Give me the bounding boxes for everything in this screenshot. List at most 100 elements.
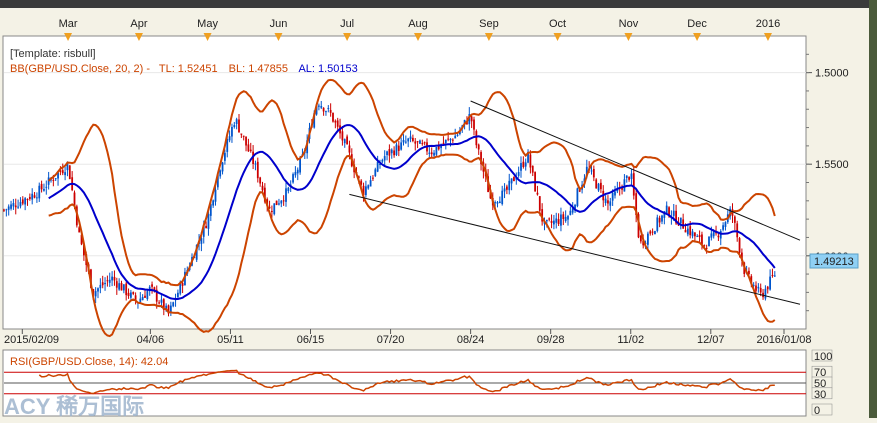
candle-body (146, 291, 149, 300)
candle-body (214, 189, 217, 202)
candle-body (604, 198, 607, 204)
candle-body (705, 247, 708, 249)
candle-body (590, 170, 593, 172)
candle-body (151, 284, 153, 287)
candle-body (33, 195, 36, 198)
candle-body (769, 276, 771, 290)
candle-body (26, 198, 29, 200)
candle-body (325, 111, 327, 113)
candle-body (656, 217, 659, 231)
candle-body (162, 299, 165, 310)
candle-body (97, 288, 99, 292)
candle-body (61, 170, 64, 174)
candle-body (294, 171, 297, 176)
candle-body (292, 174, 294, 183)
candle-body (369, 180, 372, 187)
candle-body (341, 131, 344, 141)
candle-body (54, 178, 57, 180)
candle-body (560, 214, 562, 226)
candle-body (661, 215, 663, 222)
rsi-line (38, 369, 775, 395)
candle-body (510, 178, 513, 184)
candle-body (600, 182, 602, 190)
candle-body (73, 192, 76, 206)
candle-body (386, 151, 388, 156)
bollinger-lower-band (48, 153, 776, 338)
candle-body (668, 207, 670, 217)
candle-body (106, 280, 109, 282)
candle-body (200, 238, 203, 244)
bb-legend: BB(GBP/USD.Close, 20, 2) - TL: 1.52451 B… (10, 63, 358, 75)
candle-body (320, 105, 323, 108)
bollinger-upper-band (47, 78, 776, 287)
candle-body (524, 162, 527, 167)
candle-body (28, 196, 31, 200)
candle-body (473, 119, 475, 130)
candle-body (475, 131, 478, 146)
candle-body (169, 305, 172, 313)
candle-body (595, 179, 598, 189)
candle-body (36, 197, 38, 199)
candle-body (242, 135, 245, 137)
candle-body (513, 177, 515, 182)
date-axis: 2015/02/09 04/06 05/11 06/15 07/20 08/24 09/28… (4, 329, 812, 346)
candle-body (696, 236, 699, 238)
candle-body (254, 163, 257, 165)
candle-body (592, 168, 595, 178)
candle-body (247, 144, 250, 152)
candle-body (569, 210, 572, 215)
last-price-label: 1.49213 (814, 256, 854, 268)
date-label: 12/07 (697, 334, 725, 346)
candle-body (47, 177, 50, 185)
candle-body (402, 139, 405, 143)
candle-body (719, 231, 722, 239)
candle-body (374, 169, 377, 176)
candle-body (609, 201, 612, 206)
bollinger-middle-line (48, 124, 776, 300)
candle-body (555, 218, 558, 223)
date-label: 04/06 (137, 334, 165, 346)
candle-body (329, 109, 332, 113)
candle-body (21, 199, 24, 204)
candle-body (115, 281, 118, 288)
candle-body (755, 285, 757, 291)
trendlines (349, 100, 801, 305)
candle-body (430, 152, 433, 155)
candle-body (388, 149, 391, 156)
last-price-box (809, 253, 859, 269)
candle-body (263, 187, 266, 202)
right-frame (869, 0, 877, 418)
date-label: 11/02 (617, 334, 644, 346)
month-marker (763, 33, 772, 41)
candle-body (144, 295, 146, 298)
candle-body (177, 292, 179, 298)
candle-body (585, 166, 588, 177)
candle-body (259, 177, 262, 184)
date-label: 09/28 (537, 334, 565, 346)
trendline (470, 100, 801, 241)
candle-body (686, 228, 689, 235)
month-marker (693, 33, 702, 41)
candle-body (134, 295, 137, 301)
candle-body (397, 145, 400, 151)
candle-body (299, 158, 301, 173)
rsi-title: RSI(GBP/USD.Close, 14): 42.04 (10, 356, 168, 368)
candle-body (167, 305, 170, 314)
candle-body (31, 193, 34, 200)
rsi-level-box (811, 387, 833, 400)
candle-body (564, 216, 567, 222)
candle-body (515, 177, 518, 180)
candle-body (480, 152, 482, 165)
watermark-logo: ACY 稀万国际 (4, 394, 144, 418)
candle-body (548, 218, 551, 220)
month-marker (414, 33, 423, 41)
candle-body (94, 291, 97, 297)
candle-body (412, 137, 414, 141)
candle-body (682, 219, 685, 229)
candle-body (296, 169, 299, 174)
candle-body (57, 172, 59, 179)
candle-body (127, 292, 130, 296)
month-axis: Mar Apr May Jun Jul Aug Sep Oct Nov Dec 2016 (59, 18, 780, 41)
candle-body (614, 191, 616, 196)
candle-body (7, 206, 10, 210)
